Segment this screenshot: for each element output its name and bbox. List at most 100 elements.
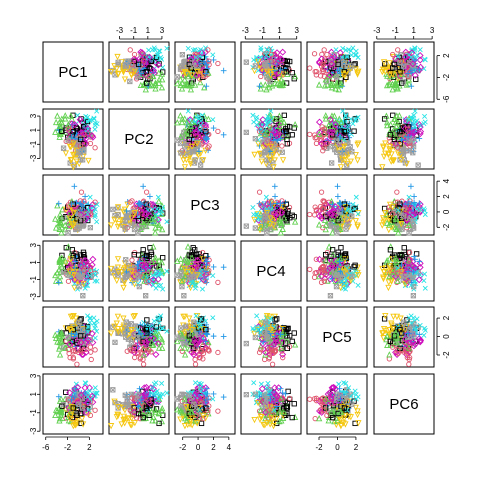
data-point [283, 69, 289, 75]
panel-pc5-vs-pc1 [306, 41, 368, 103]
data-point [82, 132, 90, 140]
data-point [340, 45, 346, 51]
data-point [410, 61, 416, 68]
data-point [135, 74, 141, 80]
data-point [135, 61, 142, 68]
data-point [202, 134, 209, 140]
data-point [181, 81, 189, 88]
data-point [202, 126, 208, 132]
data-point [115, 59, 121, 66]
data-point [128, 72, 135, 79]
data-point [174, 74, 180, 80]
data-point [146, 65, 152, 71]
data-point [333, 47, 339, 53]
data-point [394, 85, 401, 92]
data-point [389, 51, 396, 58]
data-point [328, 60, 336, 68]
data-point [73, 158, 80, 165]
data-point [382, 68, 389, 75]
data-point [386, 78, 393, 86]
data-point [263, 68, 271, 75]
data-point [174, 119, 181, 126]
data-point [324, 51, 330, 58]
data-point [416, 51, 424, 59]
panel-pc3-vs-pc1 [174, 41, 236, 103]
data-point [149, 54, 155, 60]
data-point [210, 52, 216, 58]
data-point [202, 137, 210, 145]
data-point [150, 72, 157, 80]
data-point [178, 118, 186, 126]
data-point [279, 48, 287, 56]
data-point [210, 117, 216, 123]
data-point [341, 72, 348, 79]
data-point [181, 164, 189, 171]
data-point [353, 52, 359, 58]
data-point [149, 66, 157, 74]
data-point [262, 63, 269, 69]
data-point [107, 68, 115, 76]
data-point [70, 140, 77, 147]
data-point [250, 112, 256, 118]
data-point [258, 73, 264, 80]
data-point [397, 69, 403, 75]
variable-label: PC5 [322, 329, 351, 346]
data-point [181, 115, 188, 122]
data-point [178, 85, 186, 92]
panel-pc5-vs-pc3 [306, 174, 368, 236]
data-point [87, 140, 94, 147]
data-point [81, 123, 87, 130]
data-point [72, 135, 79, 142]
data-point [379, 68, 386, 76]
data-point [62, 112, 69, 119]
data-point [69, 151, 77, 159]
data-point [210, 125, 217, 131]
data-point [140, 81, 147, 88]
diagonal-panel-pc3: PC3 [174, 174, 236, 236]
data-point [77, 129, 85, 137]
data-point [206, 58, 212, 64]
data-point [144, 80, 150, 86]
data-point [182, 143, 188, 150]
variable-label: PC4 [256, 263, 285, 280]
data-point [71, 121, 79, 129]
data-point [392, 79, 400, 87]
panel-pc1-vs-pc2 [42, 108, 104, 171]
data-point [92, 145, 98, 151]
panel-pc6-vs-pc4 [373, 240, 435, 302]
data-point [203, 129, 209, 135]
data-point [190, 47, 196, 53]
data-point [184, 132, 192, 139]
data-point [396, 72, 404, 80]
data-point [186, 136, 192, 143]
data-point [202, 73, 208, 80]
data-point [346, 47, 352, 53]
data-point [155, 69, 162, 76]
data-point [256, 83, 263, 90]
data-point [338, 79, 345, 87]
data-point [266, 80, 274, 87]
data-point [193, 71, 201, 79]
data-point [183, 81, 190, 89]
data-point [395, 53, 401, 59]
panel-pc3-vs-pc4 [174, 240, 236, 302]
data-point [272, 53, 280, 61]
variable-label: PC2 [124, 131, 153, 148]
data-point [192, 47, 198, 53]
data-point [386, 60, 393, 67]
data-point [391, 61, 398, 68]
data-point [123, 63, 129, 69]
data-point [307, 65, 313, 71]
data-point [403, 81, 410, 88]
data-point [87, 118, 93, 124]
data-point [174, 137, 180, 143]
data-point [277, 66, 284, 73]
data-point [193, 114, 199, 120]
data-point [274, 62, 280, 68]
data-point [69, 121, 77, 129]
data-point [70, 129, 76, 135]
data-point [193, 54, 199, 60]
diagonal-panel-pc4: PC4 [240, 240, 302, 302]
data-point [197, 162, 204, 168]
data-point [392, 55, 400, 63]
